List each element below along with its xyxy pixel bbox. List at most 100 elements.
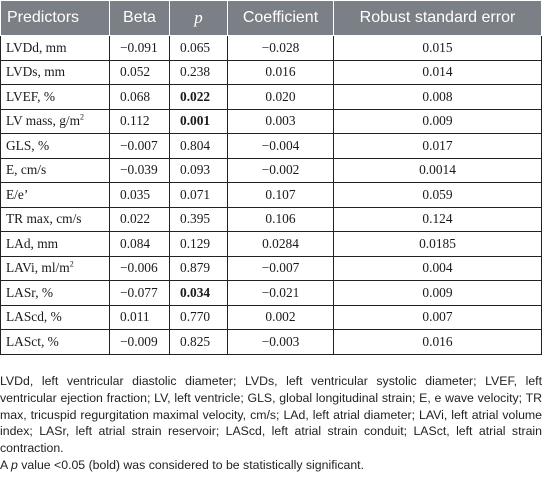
table-row: LASct, % −0.009 0.825 −0.003 0.016 [0, 329, 542, 355]
cell-p: 0.093 [169, 157, 228, 183]
footnote-significance: A p value <0.05 (bold) was considered to… [0, 457, 542, 474]
cell-coefficient: 0.107 [227, 182, 334, 208]
header-beta: Beta [109, 0, 170, 36]
cell-beta: 0.112 [109, 108, 170, 134]
cell-beta: 0.084 [109, 231, 170, 257]
results-table-figure: Predictors Beta p Coefficient Robust sta… [0, 0, 542, 472]
cell-coefficient: 0.106 [227, 206, 334, 232]
table-row: TR max, cm/s 0.022 0.395 0.106 0.124 [0, 206, 542, 232]
cell-coefficient: 0.016 [227, 59, 334, 85]
predictor-label: E, cm/s [6, 162, 47, 178]
cell-robust-se: 0.124 [333, 206, 542, 232]
cell-coefficient: 0.003 [227, 108, 334, 134]
cell-coefficient: −0.002 [227, 157, 334, 183]
cell-coefficient: 0.002 [227, 304, 334, 330]
header-p: p [169, 0, 228, 36]
cell-p: 0.770 [169, 304, 228, 330]
cell-p: 0.825 [169, 329, 228, 355]
footnote-sig-rest: value <0.05 (bold) was considered to be … [21, 457, 365, 472]
table-row: E/e’ 0.035 0.071 0.107 0.059 [0, 182, 542, 208]
table-row: LV mass, g/m2 0.112 0.001 0.003 0.009 [0, 108, 542, 134]
cell-robust-se: 0.009 [333, 108, 542, 134]
cell-predictor: LV mass, g/m2 [0, 108, 110, 134]
cell-p: 0.238 [169, 59, 228, 85]
cell-robust-se: 0.004 [333, 255, 542, 281]
cell-predictor: LASr, % [0, 280, 110, 306]
cell-p: 0.804 [169, 133, 228, 159]
cell-predictor: LASct, % [0, 329, 110, 355]
table-row: LVDs, mm 0.052 0.238 0.016 0.014 [0, 59, 542, 85]
cell-beta: −0.009 [109, 329, 170, 355]
cell-beta: 0.035 [109, 182, 170, 208]
cell-robust-se: 0.059 [333, 182, 542, 208]
cell-beta: 0.011 [109, 304, 170, 330]
cell-predictor: LAd, mm [0, 231, 110, 257]
predictor-label: LVEF, % [6, 88, 56, 104]
predictor-label: LAd, mm [6, 235, 59, 251]
footnote-abbreviations: LVDd, left ventricular diastolic diamete… [0, 374, 542, 456]
cell-predictor: LVEF, % [0, 84, 110, 110]
cell-robust-se: 0.008 [333, 84, 542, 110]
table-header-row: Predictors Beta p Coefficient Robust sta… [0, 0, 542, 36]
header-robust-se: Robust standard error [333, 0, 542, 36]
cell-robust-se: 0.0014 [333, 157, 542, 183]
cell-p: 0.001 [169, 108, 228, 134]
table-footnote: LVDd, left ventricular diastolic diamete… [0, 373, 542, 474]
cell-coefficient: −0.004 [227, 133, 334, 159]
table-row: LVEF, % 0.068 0.022 0.020 0.008 [0, 84, 542, 110]
header-predictors: Predictors [0, 0, 110, 36]
predictor-label: LVDs, mm [6, 64, 66, 80]
cell-beta: −0.077 [109, 280, 170, 306]
cell-p: 0.022 [169, 84, 228, 110]
table-row: LASr, % −0.077 0.034 −0.021 0.009 [0, 280, 542, 306]
cell-coefficient: 0.020 [227, 84, 334, 110]
table-row: GLS, % −0.007 0.804 −0.004 0.017 [0, 133, 542, 159]
predictor-label: LAVi, ml/m [6, 260, 70, 276]
cell-coefficient: 0.0284 [227, 231, 334, 257]
table-row: LAVi, ml/m2 −0.006 0.879 −0.007 0.004 [0, 255, 542, 281]
cell-robust-se: 0.014 [333, 59, 542, 85]
footnote-sig-p: p [10, 457, 18, 472]
cell-robust-se: 0.007 [333, 304, 542, 330]
predictor-label: LAScd, % [6, 309, 62, 325]
table-row: LVDd, mm −0.091 0.065 −0.028 0.015 [0, 35, 542, 61]
cell-predictor: E/e’ [0, 182, 110, 208]
cell-predictor: E, cm/s [0, 157, 110, 183]
cell-predictor: LAScd, % [0, 304, 110, 330]
cell-robust-se: 0.015 [333, 35, 542, 61]
table-body: LVDd, mm −0.091 0.065 −0.028 0.015 LVDs, mm 0.… [0, 35, 542, 355]
predictor-label: LASr, % [6, 284, 54, 300]
predictor-label: GLS, % [6, 137, 50, 153]
cell-p: 0.129 [169, 231, 228, 257]
predictor-label: E/e’ [6, 186, 29, 202]
cell-robust-se: 0.016 [333, 329, 542, 355]
table-row: LAd, mm 0.084 0.129 0.0284 0.0185 [0, 231, 542, 257]
cell-predictor: LVDs, mm [0, 59, 110, 85]
predictor-label: LASct, % [6, 333, 59, 349]
cell-p: 0.395 [169, 206, 228, 232]
cell-coefficient: −0.003 [227, 329, 334, 355]
cell-coefficient: −0.007 [227, 255, 334, 281]
predictor-unit-superscript: 2 [69, 259, 74, 269]
cell-predictor: GLS, % [0, 133, 110, 159]
predictor-label: LVDd, mm [6, 39, 67, 55]
cell-robust-se: 0.017 [333, 133, 542, 159]
cell-p: 0.879 [169, 255, 228, 281]
cell-p: 0.071 [169, 182, 228, 208]
cell-robust-se: 0.0185 [333, 231, 542, 257]
predictor-label: TR max, cm/s [6, 211, 82, 227]
header-coefficient: Coefficient [227, 0, 334, 36]
regression-table: Predictors Beta p Coefficient Robust sta… [0, 0, 542, 355]
predictor-label: LV mass, g/m [6, 113, 81, 129]
cell-coefficient: −0.028 [227, 35, 334, 61]
cell-beta: 0.052 [109, 59, 170, 85]
cell-beta: 0.068 [109, 84, 170, 110]
table-row: LAScd, % 0.011 0.770 0.002 0.007 [0, 304, 542, 330]
cell-predictor: LVDd, mm [0, 35, 110, 61]
cell-p: 0.034 [169, 280, 228, 306]
cell-beta: −0.006 [109, 255, 170, 281]
cell-p: 0.065 [169, 35, 228, 61]
footnote-sig-prefix: A [0, 457, 8, 472]
cell-robust-se: 0.009 [333, 280, 542, 306]
cell-beta: 0.022 [109, 206, 170, 232]
